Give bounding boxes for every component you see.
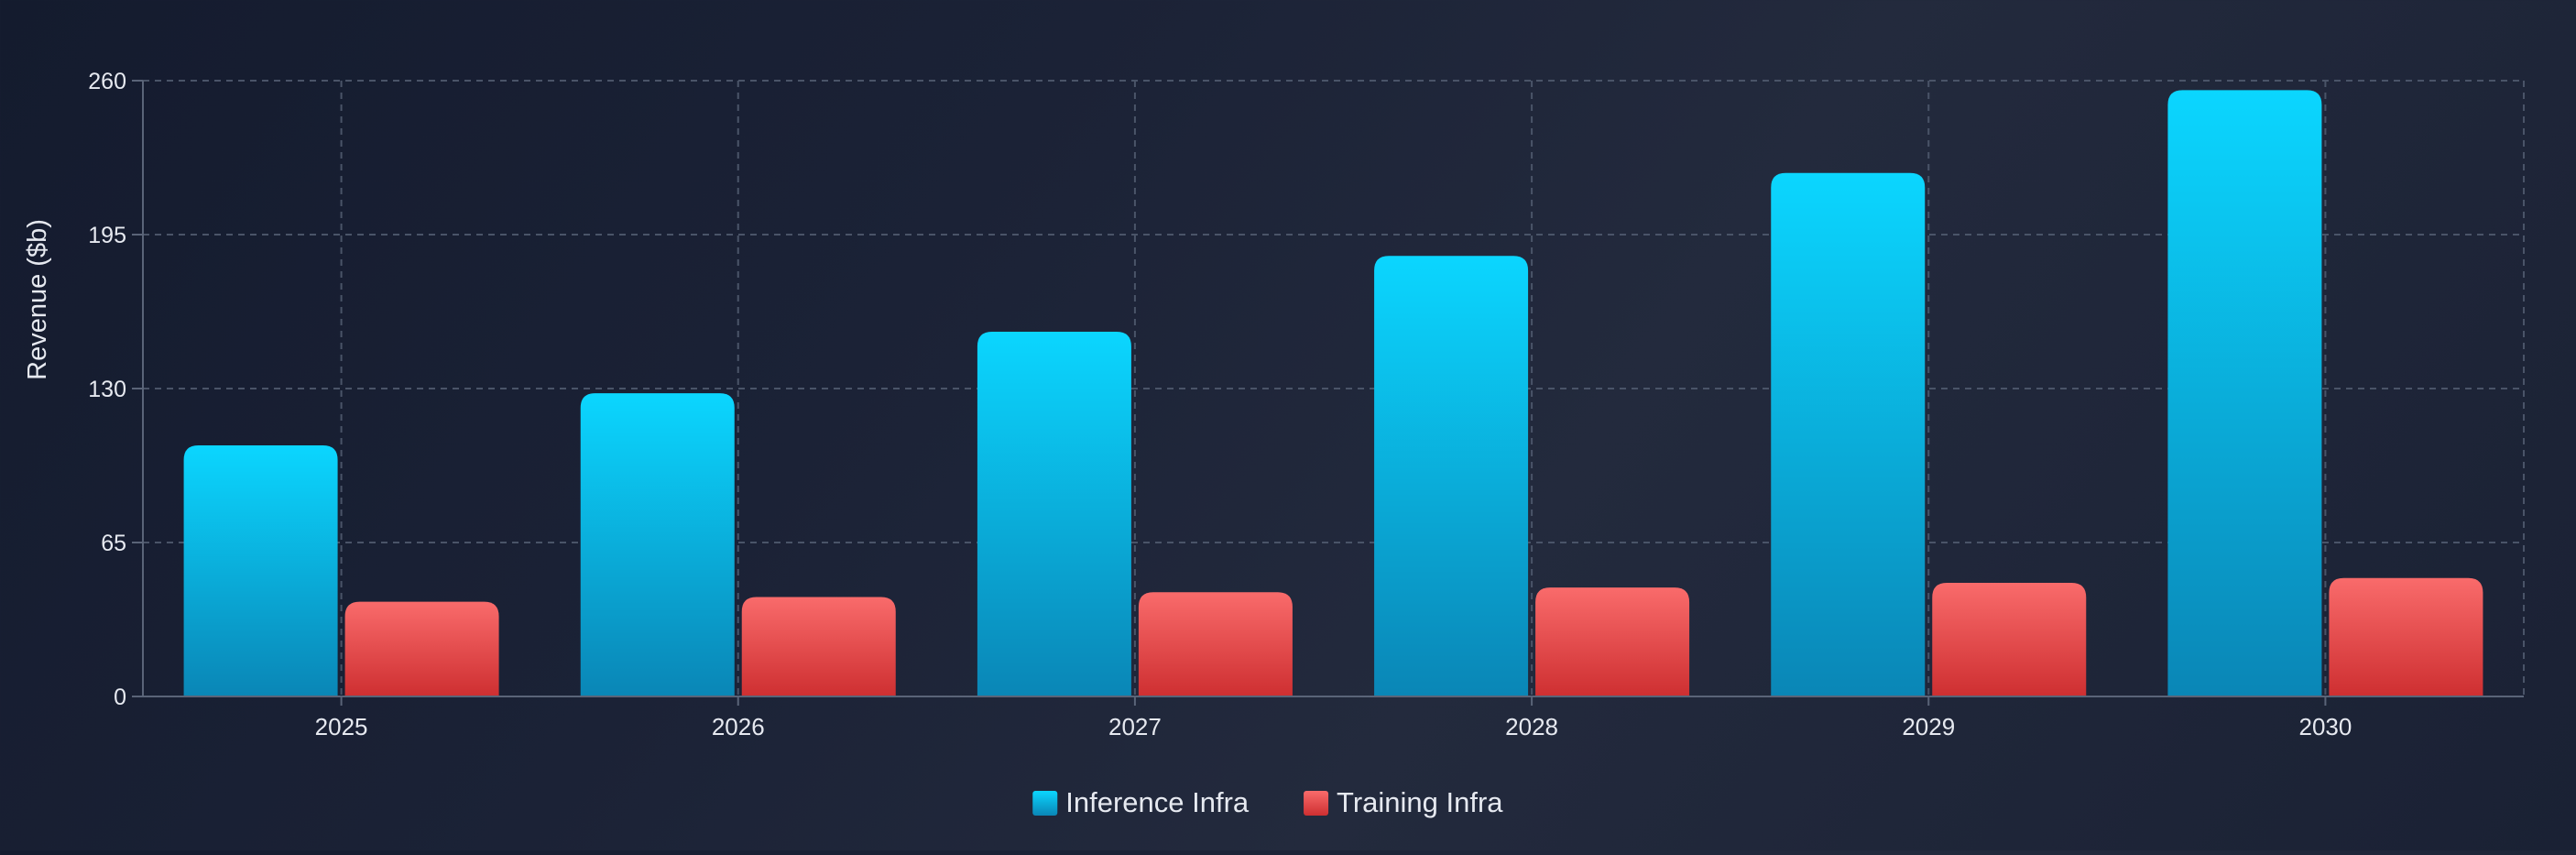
grid-lines [143, 80, 2525, 696]
legend-item-training[interactable]: Training Infra [1304, 786, 1503, 818]
bar-training-2026[interactable] [741, 597, 896, 696]
y-tick-label: 65 [101, 531, 126, 556]
x-tick-label: 2028 [1505, 713, 1558, 740]
x-tick-label: 2027 [1108, 713, 1162, 740]
bar-inference-2029[interactable] [1771, 172, 1926, 697]
x-tick-label: 2029 [1902, 713, 1955, 740]
y-tick-label: 195 [88, 223, 126, 248]
y-tick-label: 130 [88, 377, 126, 402]
y-axis-label: Revenue ($b) [23, 219, 52, 380]
y-tick-label: 0 [114, 685, 126, 710]
tick-labels: 0 65 130 195 260 2025 2026 2027 2028 2029 2030 [88, 69, 2352, 740]
bar-inference-2027[interactable] [977, 331, 1131, 696]
bar-inference-2025[interactable] [183, 445, 338, 696]
x-tick-label: 2026 [712, 713, 765, 740]
legend-swatch [1304, 791, 1329, 816]
bars [183, 90, 2483, 697]
bar-training-2027[interactable] [1138, 592, 1293, 696]
legend-swatch [1032, 791, 1058, 816]
legend-item-inference[interactable]: Inference Infra [1032, 786, 1250, 818]
x-tick-label: 2030 [2298, 713, 2352, 740]
y-tick-label: 260 [88, 69, 126, 94]
bar-inference-2030[interactable] [2167, 90, 2322, 697]
bar-training-2029[interactable] [1932, 582, 2087, 696]
bar-training-2030[interactable] [2329, 577, 2483, 696]
x-tick-label: 2025 [315, 713, 368, 740]
bar-training-2025[interactable] [344, 601, 499, 696]
legend-label: Inference Infra [1065, 786, 1250, 818]
bar-inference-2028[interactable] [1374, 256, 1529, 696]
legend: Inference Infra Training Infra [1032, 786, 1503, 818]
bar-training-2028[interactable] [1535, 587, 1690, 696]
bar-inference-2026[interactable] [580, 393, 735, 696]
legend-label: Training Infra [1337, 786, 1503, 818]
axes [132, 80, 2524, 706]
